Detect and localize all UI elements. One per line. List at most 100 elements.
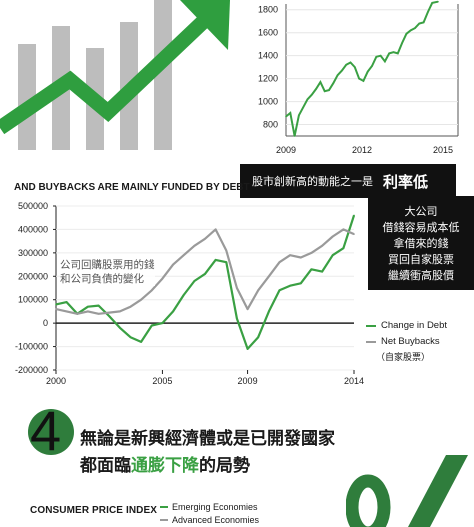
data-point — [371, 65, 373, 67]
section-number-circle — [28, 409, 74, 455]
data-point — [315, 88, 317, 90]
buyback-point — [87, 310, 89, 313]
legend-line-gray — [366, 340, 376, 343]
buyback-point — [140, 298, 142, 301]
buyback-point — [342, 228, 345, 231]
debt-point — [331, 254, 334, 256]
legend-debt: Change in Debt — [366, 320, 447, 331]
side-note-line: 拿借來的錢 — [393, 238, 449, 250]
legend-buybacks-sub: （自家股票） — [376, 352, 431, 362]
x-tick-label: 2000 — [46, 376, 66, 386]
buyback-point — [310, 252, 313, 254]
side-note-box: 大公司 借錢容易成本低 拿借來的錢 買回自家股票 繼續衝高股價 — [368, 196, 474, 290]
y-tick-label: 300000 — [18, 248, 48, 258]
data-point — [293, 135, 296, 137]
legend-label: Advanced Economies — [172, 515, 260, 525]
debt-point — [214, 259, 217, 261]
section-number: 4 — [30, 399, 62, 462]
data-point — [289, 112, 292, 114]
data-point — [401, 42, 403, 44]
top-chart-x-tick: 2009 — [276, 145, 297, 155]
y-tick-label: 0 — [43, 318, 48, 328]
debt-point — [87, 305, 89, 308]
debt-buybacks-chart: 500000 400000 300000 200000 100000 0 -100000 -2… — [15, 201, 364, 386]
data-point — [332, 82, 335, 84]
debt-point — [289, 284, 291, 287]
buyback-point — [161, 277, 164, 280]
data-point — [354, 66, 356, 68]
buyback-point — [289, 254, 291, 256]
data-point — [397, 52, 399, 55]
y-tick-label: 200000 — [18, 271, 48, 281]
legend-line-green — [366, 324, 376, 327]
debt-point — [161, 322, 164, 324]
data-point — [285, 115, 287, 118]
data-point — [418, 22, 421, 25]
buyback-point — [97, 312, 100, 315]
debt-point — [246, 348, 249, 350]
legend-line-gray — [160, 519, 168, 521]
debt-point — [119, 327, 121, 329]
buyback-point — [214, 228, 217, 231]
data-point — [392, 51, 395, 54]
debt-point — [193, 280, 196, 282]
y-tick-label: 1800 — [258, 5, 278, 15]
side-note-line: 大公司 — [404, 206, 438, 218]
debt-point — [236, 317, 238, 320]
data-point — [328, 89, 330, 91]
side-note-line: 借錢容易成本低 — [382, 222, 460, 234]
section-heading-line2: 都面臨通膨下降的局勢 — [80, 451, 250, 476]
cpi-legend-emerging: Emerging Economies — [160, 502, 258, 512]
debt-point — [257, 336, 260, 338]
buyback-point — [268, 275, 270, 278]
debt-point — [204, 273, 206, 275]
y-tick-label: 400000 — [18, 224, 48, 234]
x-tick-label: 2014 — [344, 376, 364, 386]
y-tick-label: -200000 — [15, 365, 48, 375]
data-point — [302, 106, 304, 109]
y-tick-label: 1400 — [258, 51, 278, 61]
buyback-point — [193, 245, 196, 247]
buyback-point — [278, 261, 281, 264]
data-point — [311, 93, 313, 96]
debt-point — [268, 310, 270, 313]
side-note-line: 買回自家股票 — [388, 254, 454, 266]
data-point — [379, 54, 382, 57]
y-tick-label: 500000 — [18, 201, 48, 211]
cpi-legend-advanced: Advanced Economies — [160, 515, 259, 525]
percent-icon — [346, 455, 468, 527]
banner-text: 股市創新高的動能之一是 — [252, 176, 373, 188]
y-tick-label: -100000 — [15, 342, 48, 352]
data-point — [388, 52, 390, 55]
y-tick-label: 800 — [263, 120, 278, 130]
top-chart-x-tick: 2015 — [433, 145, 454, 155]
data-point — [409, 29, 412, 32]
banner-highlight: 利率低 — [383, 173, 429, 191]
heading-text: 的局勢 — [199, 456, 250, 475]
data-point — [336, 74, 339, 76]
buyback-point — [76, 312, 79, 315]
interest-rate-banner: 股市創新高的動能之一是 利率低 — [240, 164, 456, 198]
buyback-point — [331, 235, 334, 238]
section-heading-line1: 無論是新興經濟體或是已開發國家 — [80, 429, 335, 448]
debt-point — [108, 315, 111, 317]
debt-point — [55, 303, 57, 306]
data-point — [345, 64, 347, 66]
buyback-point — [129, 305, 132, 308]
y-tick-label: 1200 — [258, 74, 278, 84]
data-point — [422, 21, 425, 24]
top-index-chart: 1800 1600 1400 1200 1000 800 — [258, 0, 459, 137]
x-tick-label: 2009 — [238, 376, 258, 386]
buyback-point — [353, 233, 355, 235]
buyback-point — [246, 308, 249, 310]
main-chart-title: AND BUYBACKS ARE MAINLY FUNDED BY DEBT — [14, 182, 250, 193]
y-tick-label: 1600 — [258, 28, 278, 38]
annotation-line: 公司回購股票用的錢 — [60, 259, 155, 271]
buyback-point — [204, 238, 206, 240]
upward-trend-arrow-icon — [0, 0, 230, 150]
top-chart-x-tick: 2012 — [352, 145, 373, 155]
data-point — [341, 69, 343, 72]
debt-point — [65, 301, 68, 303]
legend-line-green — [160, 506, 168, 508]
y-tick-label: 100000 — [18, 295, 48, 305]
